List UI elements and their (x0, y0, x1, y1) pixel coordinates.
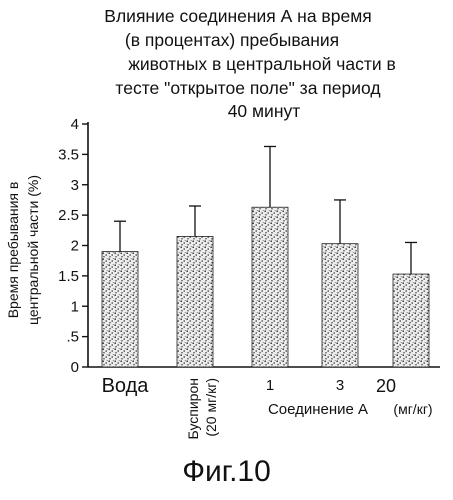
y-tick-label: 3.5 (58, 146, 79, 163)
bar (393, 274, 429, 367)
y-tick-label: 2.5 (58, 207, 79, 224)
y-tick-label: 3 (71, 177, 79, 194)
x-axis-labels: Вода Буспирон(20 мг/кг) 1 3 20 Соединение А (м… (102, 375, 433, 439)
title-line: (в процентах) пребывания (125, 30, 339, 50)
bar (322, 244, 358, 367)
y-tick-label: 2 (71, 238, 79, 255)
y-axis-label: Время пребывания вцентральной части (%) (5, 175, 41, 325)
bar (102, 252, 138, 367)
y-tick-label: .5 (66, 329, 79, 346)
y-axis-ticks: 0 .5 1 1.5 2 2.5 3 3.5 4 (58, 116, 88, 376)
y-tick-label: 4 (71, 116, 79, 133)
category-label: 3 (336, 377, 344, 394)
compound-units-label: (мг/кг) (393, 401, 432, 417)
y-tick-label: 1.5 (58, 268, 79, 285)
y-tick-label: 1 (71, 298, 79, 315)
y-tick-label: 0 (71, 359, 79, 376)
chart-title: Влияние соединения А на время (в процента… (104, 6, 396, 121)
compound-label: Соединение А (268, 401, 368, 418)
bar (252, 207, 288, 367)
bars (102, 207, 429, 367)
title-line: Влияние соединения А на время (104, 6, 371, 26)
category-label: 20 (376, 376, 396, 396)
category-label: 1 (266, 377, 274, 394)
title-line: животных в центральной части в (128, 54, 396, 74)
title-line: 40 минут (228, 101, 301, 121)
bar (177, 236, 213, 367)
y-axis-label-line: центральной части (%) (25, 175, 41, 325)
chart: Влияние соединения А на время (в процента… (0, 0, 453, 455)
figure-label: Фиг.10 (0, 455, 453, 489)
category-label: Буспирон (185, 378, 201, 439)
category-label: Вода (102, 375, 150, 397)
buspirone-dose-label: (20 мг/кг) (203, 378, 219, 437)
y-axis-label-line: Время пребывания в (5, 182, 21, 319)
title-line: тесте "открытое поле" за период (115, 78, 380, 98)
